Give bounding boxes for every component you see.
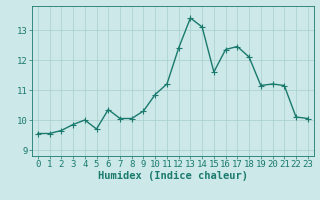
X-axis label: Humidex (Indice chaleur): Humidex (Indice chaleur) (98, 171, 248, 181)
